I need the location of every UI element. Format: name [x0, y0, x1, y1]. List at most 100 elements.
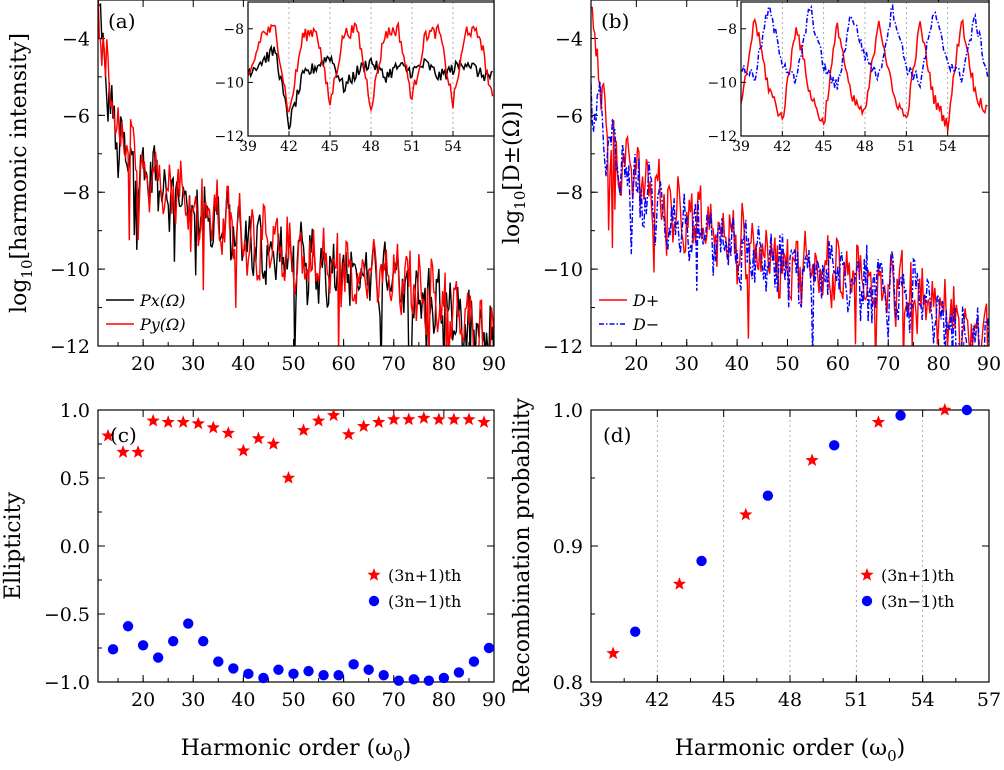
x-tick-label: 70 — [382, 353, 406, 375]
circle-marker — [696, 555, 707, 567]
y-tick-label: 0.8 — [553, 672, 583, 694]
circle-marker — [408, 674, 419, 685]
x-axis-label-suffix: ) — [403, 736, 412, 761]
y-tick-label: −10 — [50, 259, 90, 281]
panel-label: (c) — [110, 423, 137, 447]
x-axis-label-prefix: Harmonic order (ω — [675, 736, 887, 761]
series-stars — [606, 403, 952, 660]
x-tick-label: 30 — [181, 353, 205, 375]
inset-x-tick-label: 42 — [280, 139, 298, 155]
star-marker — [417, 411, 431, 424]
circle-marker — [107, 644, 119, 655]
axes-frame — [97, 0, 495, 347]
star-marker — [251, 431, 266, 445]
star-marker — [462, 412, 476, 426]
inset-x-tick-label: 51 — [403, 139, 421, 155]
series-stars — [101, 408, 491, 484]
series-circles — [107, 618, 495, 686]
inset: 39 42 45 48 51 54 −12 −10 −8 — [214, 1, 495, 155]
inset-y-tick-label: −8 — [716, 22, 737, 38]
x-tick-label: 40 — [725, 353, 749, 375]
inset-series-line — [741, 3, 989, 90]
x-tick-label: 57 — [977, 689, 1001, 711]
x-axis-label: Harmonic order (ω0) — [675, 736, 905, 765]
inset-x-tick-label: 51 — [897, 139, 915, 155]
x-tick-label: 50 — [281, 353, 305, 375]
panel-b: 20 30 40 50 60 70 80 90 −12 −10 −8 −6 −4 (b) log10[D±(… — [500, 0, 1001, 375]
star-marker — [357, 419, 371, 432]
star-marker — [221, 426, 235, 439]
circle-marker — [438, 672, 450, 684]
inset-series-line — [248, 44, 493, 130]
y-tick-label: 1.0 — [553, 400, 583, 422]
circle-marker — [363, 664, 374, 675]
star-marker — [281, 471, 296, 484]
star-marker — [739, 507, 753, 521]
legend-label: (3n+1)th — [881, 566, 954, 585]
star-marker — [372, 415, 386, 428]
circle-marker — [213, 656, 224, 667]
star-marker — [206, 420, 220, 434]
inset-plot-area — [248, 20, 494, 130]
y-axis-label-sub: 10 — [18, 259, 36, 278]
x-tick-label: 20 — [624, 353, 648, 375]
star-marker — [672, 577, 687, 590]
y-axis-label: Recombination probability — [510, 397, 535, 694]
x-tick-label: 80 — [432, 353, 456, 375]
x-tick-label: 90 — [977, 353, 1001, 375]
x-tick-label: 39 — [579, 689, 603, 711]
circle-marker — [273, 664, 284, 675]
y-axis-label-rest: [D±(Ω)] — [500, 102, 525, 191]
x-tick-label: 70 — [382, 689, 406, 711]
x-tick-label: 50 — [281, 689, 305, 711]
series-circles — [630, 404, 973, 637]
circle-marker — [961, 404, 973, 416]
inset: 39 42 45 48 51 54 −12 −10 −8 — [707, 1, 990, 155]
legend-label: (3n−1)th — [388, 592, 461, 611]
inset-x-tick-label: 39 — [732, 139, 750, 155]
inset-x-tick-label: 42 — [773, 139, 791, 155]
y-tick-label: 0.9 — [553, 536, 583, 558]
legend-label: D+ — [632, 291, 659, 310]
inset-y-tick-label: −12 — [214, 129, 244, 145]
circle-marker — [152, 652, 164, 663]
panel-label: (d) — [603, 423, 631, 447]
inset-x-tick-label: 54 — [939, 139, 957, 155]
y-tick-label: −4 — [62, 28, 90, 50]
circle-marker — [423, 675, 435, 686]
series-line-second — [591, 81, 989, 346]
circle-marker — [762, 490, 774, 501]
x-tick-label: 30 — [181, 689, 205, 711]
inset-x-tick-label: 48 — [362, 139, 380, 155]
inset-plot-area — [741, 3, 989, 132]
inset-x-tick-label: 45 — [815, 139, 833, 155]
x-tick-label: 20 — [131, 689, 155, 711]
star-marker — [116, 445, 130, 458]
x-axis-label-sub: 0 — [393, 747, 403, 765]
star-marker — [191, 416, 205, 430]
x-tick-label: 50 — [775, 353, 799, 375]
circle-marker — [829, 440, 840, 451]
circle-marker — [483, 642, 495, 654]
inset-x-tick-label: 45 — [321, 139, 339, 155]
inset-y-tick-label: −12 — [707, 129, 737, 145]
x-tick-label: 90 — [482, 689, 506, 711]
panel-d: 39 42 45 48 51 54 57 0.8 0.9 1.0 (d) Recombination … — [510, 397, 1001, 765]
panel-label: (b) — [601, 9, 629, 33]
x-tick-label: 40 — [231, 353, 255, 375]
inset-y-tick-label: −10 — [707, 75, 737, 91]
y-tick-label: −4 — [555, 28, 583, 50]
y-axis-label: log10[D±(Ω)] — [500, 102, 529, 244]
series-line-second — [98, 0, 494, 346]
circle-marker — [303, 665, 314, 677]
star-marker — [326, 408, 341, 422]
circle-marker — [228, 663, 239, 674]
inset-series-line — [248, 20, 494, 113]
x-axis-label-sub: 0 — [887, 747, 897, 765]
axes-frame — [590, 409, 990, 683]
plot-area — [591, 6, 989, 346]
legend: D+ D− — [599, 291, 659, 334]
x-tick-label: 54 — [911, 689, 935, 711]
x-tick-label: 80 — [927, 353, 951, 375]
y-tick-label: −12 — [50, 336, 90, 358]
